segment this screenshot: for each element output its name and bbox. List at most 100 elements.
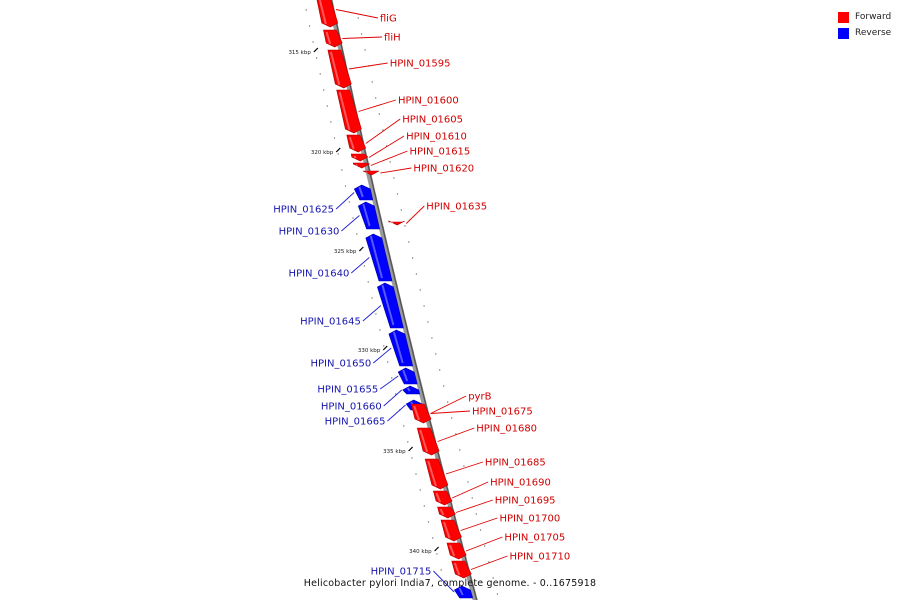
reverse-swatch [838, 27, 849, 39]
gene-shine [369, 235, 383, 279]
gene-shine [381, 284, 395, 326]
gene-label: HPIN_01650 [310, 359, 371, 370]
minor-marker [396, 193, 399, 195]
gene-shine [453, 562, 461, 576]
minor-marker [315, 57, 318, 59]
kbp-tick-mark [434, 546, 440, 552]
gene-label: HPIN_01645 [300, 317, 361, 328]
kbp-tick-label: 320 kbp [311, 150, 334, 156]
minor-marker [443, 385, 445, 387]
legend: Forward Reverse [838, 9, 891, 41]
gene-shine [353, 155, 357, 159]
minor-marker [447, 401, 449, 403]
gene-leader-line [342, 36, 383, 39]
legend-forward: Forward [838, 9, 891, 25]
minor-marker [356, 233, 358, 235]
gene-label: HPIN_01710 [509, 552, 570, 563]
gene-leader-line [348, 62, 388, 70]
minor-marker [375, 313, 377, 315]
minor-marker [389, 161, 391, 163]
gene-shine [458, 587, 464, 596]
minor-marker [312, 41, 314, 43]
gene-leader-line [460, 517, 498, 531]
minor-marker [431, 337, 433, 339]
minor-marker [364, 49, 366, 51]
gene-label: HPIN_01715 [371, 567, 432, 578]
minor-marker [333, 137, 336, 139]
gene-label: HPIN_01665 [325, 417, 386, 428]
gene-glyph [433, 490, 453, 506]
gene-shine [365, 171, 368, 174]
kbp-tick-label: 315 kbp [288, 50, 311, 56]
minor-marker [407, 441, 409, 443]
minor-marker [378, 113, 380, 115]
minor-marker [371, 297, 373, 299]
gene-glyph [446, 542, 467, 560]
kbp-tick-mark [408, 446, 414, 452]
minor-marker [496, 593, 499, 595]
minor-marker [479, 529, 482, 531]
minor-marker [344, 185, 347, 187]
legend-forward-label: Forward [855, 12, 892, 22]
kbp-tick-mark [313, 47, 319, 53]
gene-label: HPIN_01695 [495, 496, 556, 507]
minor-marker [383, 345, 385, 347]
minor-marker [439, 369, 441, 371]
minor-marker [475, 513, 477, 515]
minor-marker [463, 465, 465, 467]
gene-leader-line [362, 305, 382, 322]
gene-shine [443, 521, 451, 539]
minor-marker [436, 553, 438, 555]
minor-marker [419, 489, 421, 491]
gene-leader-line [365, 118, 401, 144]
minor-marker [319, 73, 321, 75]
gene-label: HPIN_01685 [485, 458, 546, 469]
gene-shine [362, 203, 371, 227]
gene-leader-line [335, 192, 355, 210]
gene-label: HPIN_01655 [317, 385, 378, 396]
gene-glyph [451, 560, 472, 579]
gene-leader-line [387, 404, 406, 422]
gene-glyph [453, 585, 474, 599]
gene-leader-line [430, 395, 467, 414]
gene-shine [329, 51, 341, 86]
gene-label: HPIN_01690 [490, 478, 551, 489]
minor-marker [404, 225, 406, 227]
minor-marker [451, 417, 453, 419]
minor-marker [415, 273, 418, 275]
gene-shine [439, 508, 445, 516]
minor-marker [375, 97, 377, 99]
gene-label: HPIN_01625 [273, 205, 334, 216]
gene-label: HPIN_01675 [472, 407, 533, 418]
gene-label: pyrB [468, 392, 491, 403]
gene-layer [316, 0, 474, 599]
gene-leader-line [445, 461, 484, 475]
gene-glyph [352, 162, 371, 169]
label-layer: fliG fliH HPIN_01595 HPIN_01600 HPIN_01605 HP… [273, 9, 570, 593]
gene-shine [413, 405, 420, 421]
gene-glyph [416, 427, 440, 456]
gene-leader-line [383, 389, 402, 407]
gene-label: HPIN_01600 [398, 96, 459, 107]
legend-reverse: Reverse [838, 25, 891, 41]
gene-leader-line [452, 481, 489, 499]
minor-marker [323, 89, 325, 91]
gene-leader-line [368, 135, 405, 158]
gene-leader-line [433, 570, 455, 593]
gene-glyph [388, 220, 405, 226]
gene-label: HPIN_01610 [406, 132, 467, 143]
minor-marker [435, 353, 437, 355]
gene-label: HPIN_01615 [409, 147, 470, 158]
gene-glyph [346, 134, 367, 153]
minor-marker [330, 121, 332, 123]
minor-marker [352, 217, 354, 219]
gene-glyph [424, 458, 449, 490]
genome-backbone-edge [330, 0, 478, 600]
minor-marker [467, 481, 469, 483]
kbp-tick-label: 335 kbp [383, 449, 406, 455]
gene-leader-line [430, 410, 471, 414]
gene-label: HPIN_01595 [390, 59, 451, 70]
gene-shine [338, 91, 351, 131]
minor-marker [387, 361, 389, 363]
gene-leader-line [341, 215, 360, 232]
